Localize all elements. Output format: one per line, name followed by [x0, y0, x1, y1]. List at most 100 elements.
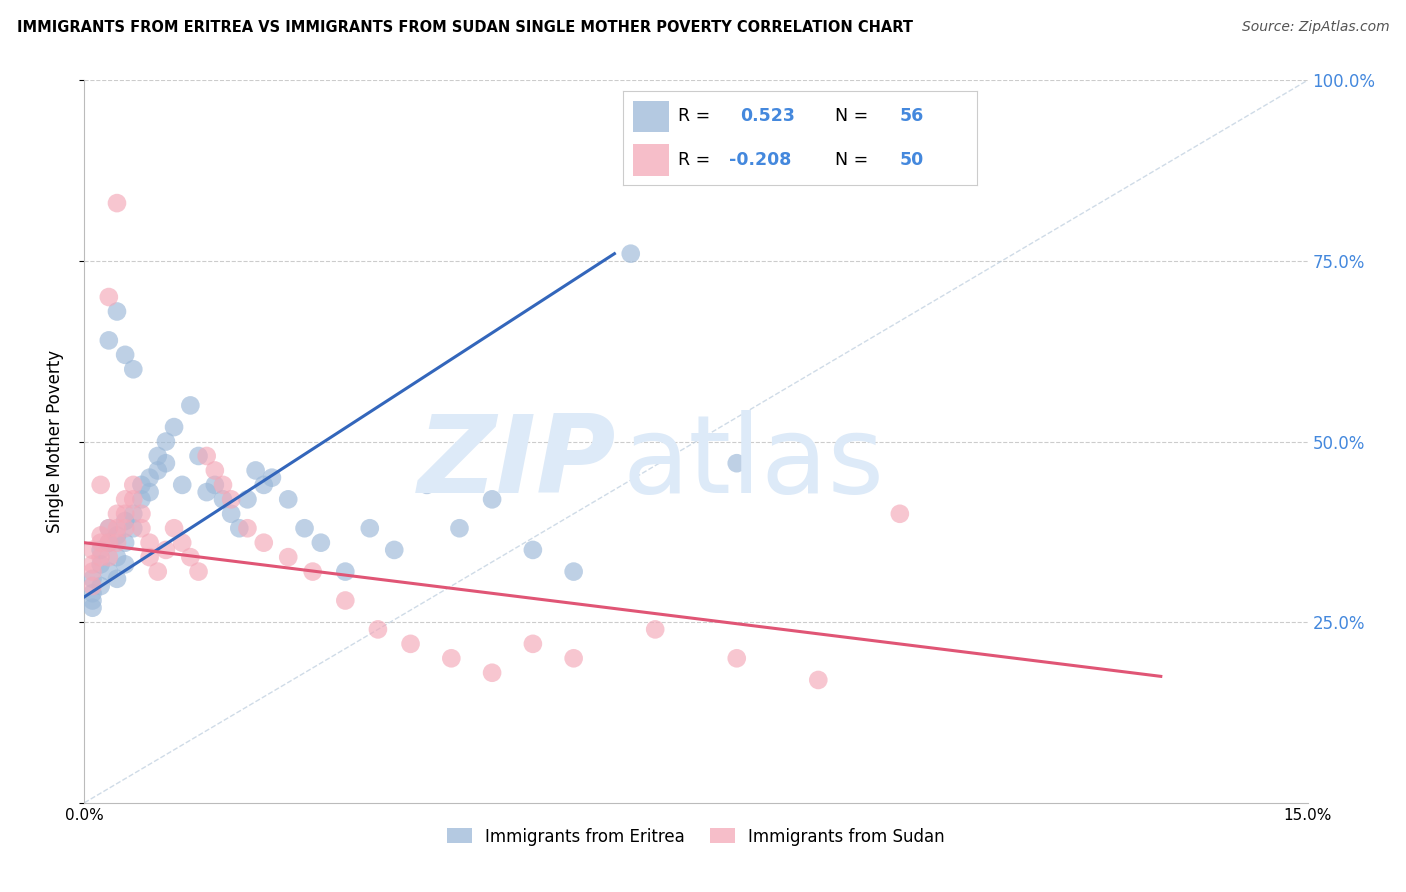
Point	[146, 565, 169, 579]
Point	[90, 542, 112, 557]
Point	[138, 470, 160, 484]
Point	[122, 521, 145, 535]
Point	[335, 565, 357, 579]
Point	[725, 456, 748, 470]
Point	[90, 535, 112, 549]
Point	[179, 550, 201, 565]
Point	[122, 478, 145, 492]
Point	[277, 492, 299, 507]
Point	[82, 593, 104, 607]
Point	[399, 637, 422, 651]
Point	[97, 565, 120, 579]
Point	[131, 521, 153, 535]
Point	[105, 521, 128, 535]
Point	[82, 565, 104, 579]
Point	[204, 463, 226, 477]
Point	[236, 492, 259, 507]
Point	[97, 290, 120, 304]
Point	[725, 651, 748, 665]
Legend: Immigrants from Eritrea, Immigrants from Sudan: Immigrants from Eritrea, Immigrants from…	[440, 821, 952, 852]
Point	[179, 398, 201, 412]
Point	[236, 521, 259, 535]
Point	[212, 492, 235, 507]
Point	[219, 492, 242, 507]
Point	[187, 565, 209, 579]
Point	[97, 334, 120, 348]
Point	[481, 492, 503, 507]
Point	[105, 304, 128, 318]
Point	[562, 651, 585, 665]
Point	[131, 478, 153, 492]
Point	[122, 362, 145, 376]
Point	[155, 542, 177, 557]
Point	[90, 579, 112, 593]
Point	[97, 521, 120, 535]
Point	[105, 528, 128, 542]
Point	[253, 535, 276, 549]
Point	[416, 478, 439, 492]
Point	[163, 420, 186, 434]
Point	[187, 449, 209, 463]
Point	[440, 651, 463, 665]
Point	[105, 572, 128, 586]
Point	[97, 535, 120, 549]
Point	[367, 623, 389, 637]
Text: ZIP: ZIP	[418, 410, 616, 516]
Point	[195, 485, 218, 500]
Point	[131, 507, 153, 521]
Point	[82, 542, 104, 557]
Point	[114, 514, 136, 528]
Text: IMMIGRANTS FROM ERITREA VS IMMIGRANTS FROM SUDAN SINGLE MOTHER POVERTY CORRELATI: IMMIGRANTS FROM ERITREA VS IMMIGRANTS FR…	[17, 20, 912, 35]
Point	[620, 246, 643, 260]
Point	[301, 565, 323, 579]
Point	[481, 665, 503, 680]
Point	[245, 463, 267, 477]
Point	[105, 196, 128, 211]
Point	[277, 550, 299, 565]
Point	[90, 528, 112, 542]
Point	[97, 550, 120, 565]
Point	[138, 485, 160, 500]
Point	[114, 507, 136, 521]
Point	[114, 492, 136, 507]
Point	[644, 623, 666, 637]
Y-axis label: Single Mother Poverty: Single Mother Poverty	[45, 350, 63, 533]
Point	[90, 550, 112, 565]
Point	[114, 558, 136, 572]
Point	[807, 673, 830, 687]
Point	[114, 348, 136, 362]
Point	[105, 550, 128, 565]
Point	[138, 535, 160, 549]
Point	[522, 542, 544, 557]
Point	[155, 434, 177, 449]
Point	[309, 535, 332, 549]
Point	[260, 470, 283, 484]
Text: Source: ZipAtlas.com: Source: ZipAtlas.com	[1241, 20, 1389, 34]
Point	[90, 478, 112, 492]
Point	[294, 521, 316, 535]
Point	[146, 463, 169, 477]
Point	[212, 478, 235, 492]
Point	[138, 550, 160, 565]
Point	[122, 507, 145, 521]
Point	[382, 542, 405, 557]
Point	[163, 521, 186, 535]
Point	[90, 558, 112, 572]
Point	[131, 492, 153, 507]
Point	[219, 507, 242, 521]
Point	[335, 593, 357, 607]
Point	[522, 637, 544, 651]
Point	[172, 535, 194, 549]
Point	[114, 535, 136, 549]
Point	[82, 600, 104, 615]
Point	[82, 586, 104, 600]
Point	[82, 558, 104, 572]
Text: atlas: atlas	[623, 410, 884, 516]
Point	[82, 572, 104, 586]
Point	[195, 449, 218, 463]
Point	[122, 492, 145, 507]
Point	[204, 478, 226, 492]
Point	[82, 579, 104, 593]
Point	[105, 507, 128, 521]
Point	[253, 478, 276, 492]
